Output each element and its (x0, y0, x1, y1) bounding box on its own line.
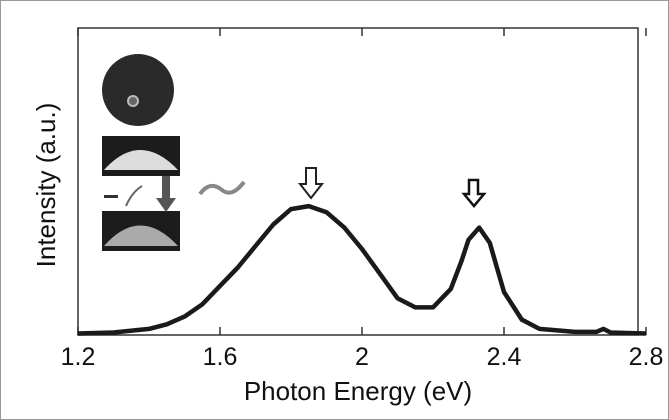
x-tick-label: 1.6 (203, 343, 238, 371)
x-axis-label: Photon Energy (eV) (244, 376, 472, 406)
peak-arrow (461, 178, 487, 208)
data-line (77, 203, 647, 336)
x-tick-label: 2.4 (487, 343, 522, 371)
inset-illustration (102, 54, 246, 251)
y-axis-label: Intensity (a.u.) (31, 103, 61, 268)
plot-frame (77, 27, 639, 336)
x-tick-label: 1.2 (61, 343, 96, 371)
x-tick-label: 2 (355, 343, 369, 371)
x-tick-label: 2.8 (629, 343, 664, 371)
peak-arrow (297, 167, 325, 200)
